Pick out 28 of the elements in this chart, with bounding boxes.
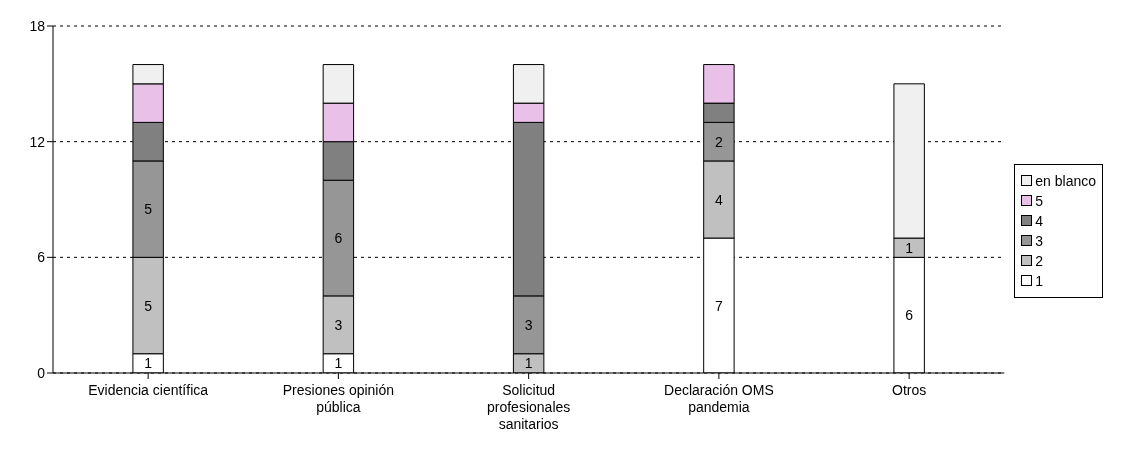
data-label: 3 — [524, 316, 533, 333]
legend-label: 3 — [1035, 232, 1044, 249]
data-label: 6 — [334, 230, 343, 247]
legend-label: 5 — [1035, 192, 1044, 209]
x-tick-label: Otros — [892, 382, 927, 398]
x-tick-label: Declaración OMS pandemia — [664, 382, 774, 415]
x-tick-label: Solicitud profesionales sanitarios — [487, 382, 571, 432]
data-label: 5 — [144, 201, 153, 218]
legend-label: 2 — [1035, 252, 1044, 269]
y-tick-label: 12 — [29, 133, 46, 150]
data-label: 3 — [334, 316, 343, 333]
y-tick-label: 18 — [29, 17, 46, 34]
data-label: 1 — [524, 355, 533, 372]
legend-label: en blanco — [1035, 172, 1096, 189]
data-label: 5 — [144, 297, 153, 314]
data-label: 2 — [715, 133, 723, 150]
data-label: 7 — [715, 297, 723, 314]
x-tick-label: Evidencia científica — [88, 382, 209, 398]
legend-label: 4 — [1035, 212, 1044, 229]
data-label: 1 — [334, 355, 343, 372]
data-label: 6 — [905, 307, 914, 324]
data-label: 1 — [905, 239, 914, 256]
data-label: 4 — [715, 191, 723, 208]
data-label: 1 — [144, 355, 153, 372]
y-tick-label: 6 — [37, 249, 46, 266]
x-tick-label: Presiones opinión pública — [282, 382, 395, 415]
legend-label: 1 — [1035, 272, 1044, 289]
y-tick-label: 0 — [37, 364, 46, 381]
